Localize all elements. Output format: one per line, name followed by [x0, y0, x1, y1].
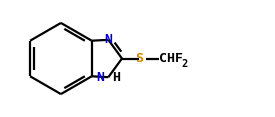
Text: N: N — [104, 33, 112, 46]
Text: CHF: CHF — [158, 52, 183, 65]
Text: S: S — [135, 52, 143, 65]
Text: H: H — [112, 71, 120, 84]
Text: 2: 2 — [182, 59, 188, 69]
Text: N: N — [97, 71, 104, 84]
